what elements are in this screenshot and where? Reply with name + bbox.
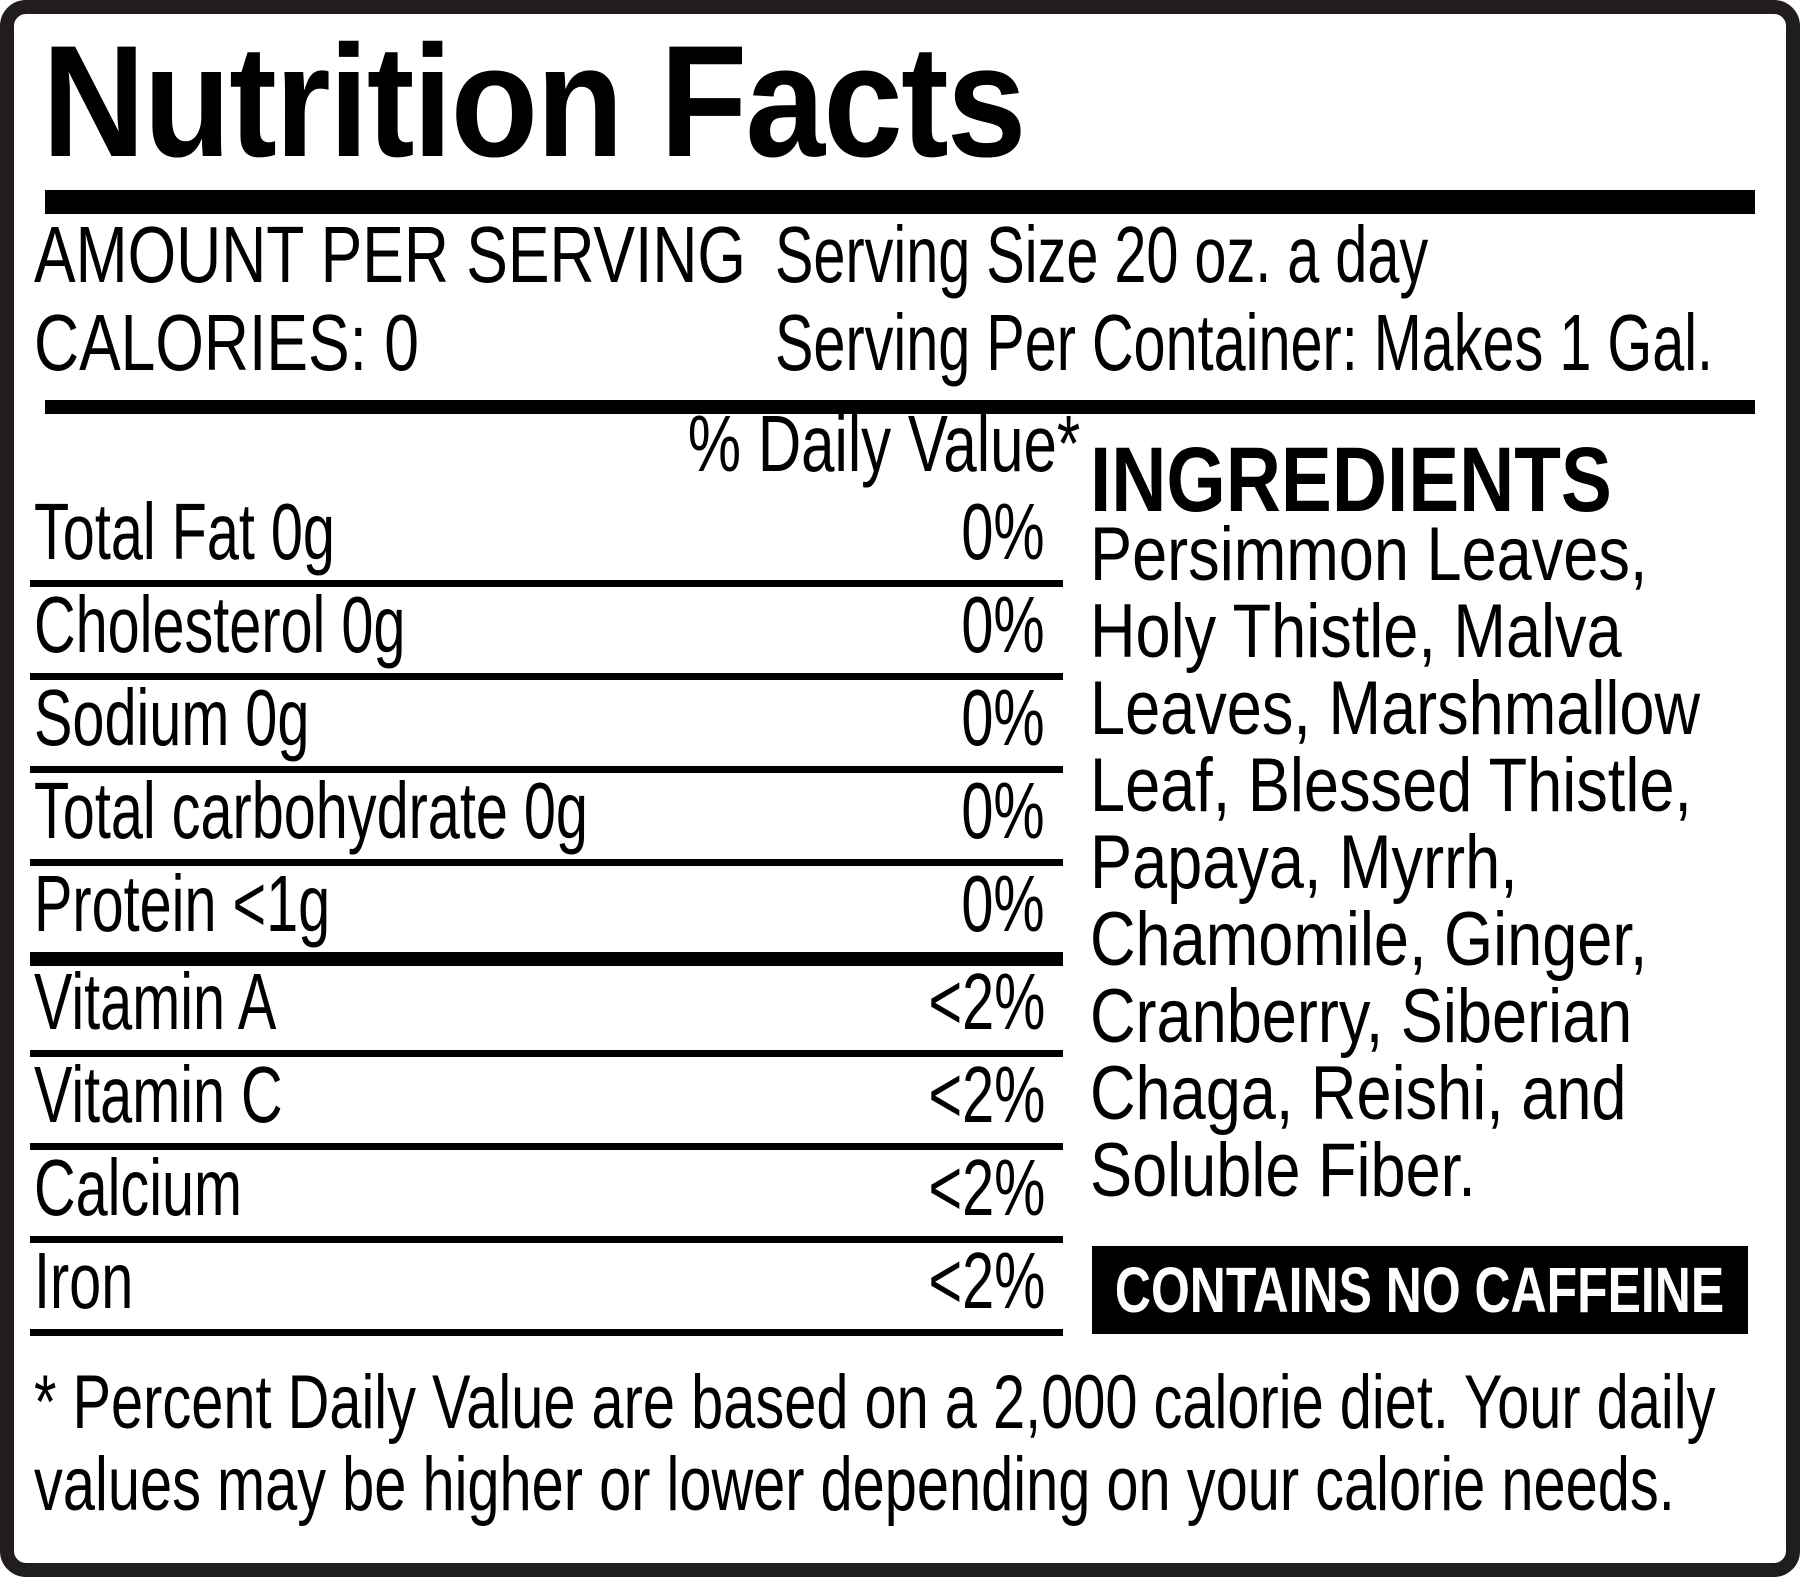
divider-bar-top [45,190,1755,214]
label-title-text: Nutrition Facts [42,12,1026,190]
label-title: Nutrition Facts [42,22,1134,181]
nutrient-value: 0% [961,859,1045,948]
nutrient-name: Calcium [34,1143,243,1232]
divider-bar-middle [45,400,1755,414]
ingredients-text: Persimmon Leaves, Holy Thistle, Malva Le… [1090,512,1701,1213]
nutrient-row: Sodium 0g 0% [30,678,1063,773]
nutrient-row: Cholesterol 0g 0% [30,585,1063,680]
caffeine-notice-box: CONTAINS NO CAFFEINE [1092,1246,1748,1334]
nutrient-name: Total carbohydrate 0g [34,766,588,855]
amount-per-serving-label: AMOUNT PER SERVING [34,210,746,299]
daily-value-header: % Daily Value* [687,399,1080,488]
nutrient-row: Total carbohydrate 0g 0% [30,771,1063,866]
nutrient-row: Calcium <2% [30,1148,1063,1243]
servings-per-container: Serving Per Container: Makes 1 Gal. [775,298,1714,387]
caffeine-notice-text: CONTAINS NO CAFFEINE [1115,1254,1725,1326]
nutrient-name: Sodium 0g [34,673,310,762]
nutrient-row: Total Fat 0g 0% [30,492,1063,587]
nutrient-value: 0% [961,766,1045,855]
calories-label: CALORIES: 0 [34,298,419,387]
nutrient-value: <2% [928,1236,1045,1325]
nutrient-name: Iron [34,1236,134,1325]
nutrient-value: <2% [928,957,1045,1046]
serving-size: Serving Size 20 oz. a day [775,210,1429,299]
nutrient-name: Total Fat 0g [34,487,335,576]
ingredients-heading: INGREDIENTS [1090,429,1612,531]
nutrient-value: 0% [961,487,1045,576]
daily-value-footnote: * Percent Daily Value are based on a 2,0… [34,1360,1716,1527]
nutrient-name: Protein <1g [34,859,331,948]
nutrient-row: Iron <2% [30,1241,1063,1336]
nutrient-row: Protein <1g 0% [30,864,1063,966]
nutrient-value: <2% [928,1050,1045,1139]
nutrient-name: Cholesterol 0g [34,580,406,669]
nutrient-value: <2% [928,1143,1045,1232]
nutrient-value: 0% [961,673,1045,762]
nutrient-name: Vitamin C [34,1050,283,1139]
nutrient-name: Vitamin A [34,957,277,1046]
nutrient-row: Vitamin C <2% [30,1055,1063,1150]
nutrient-row: Vitamin A <2% [30,962,1063,1057]
nutrient-value: 0% [961,580,1045,669]
